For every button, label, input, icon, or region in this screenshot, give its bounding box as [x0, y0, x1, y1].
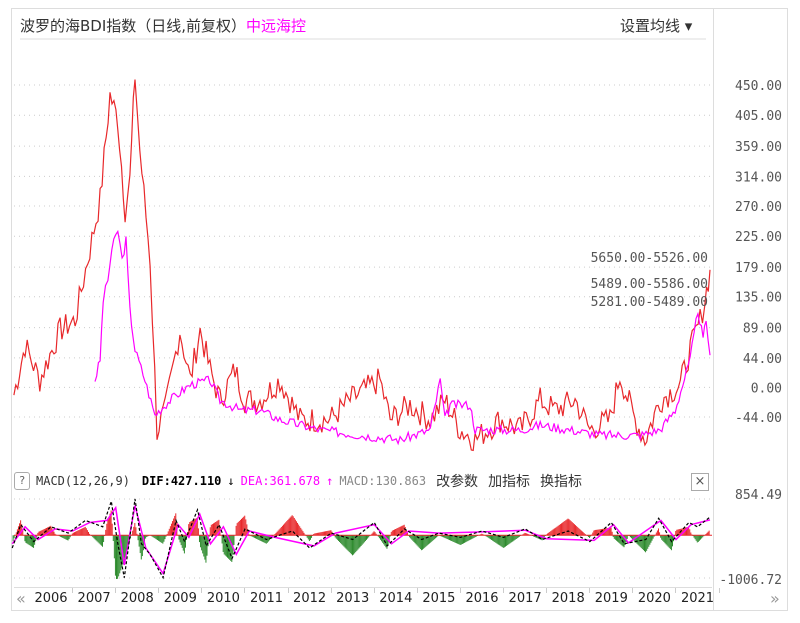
year-tick [158, 588, 160, 593]
year-label: 2020 [637, 591, 671, 606]
y-tick-label: 270.00 [735, 200, 782, 215]
year-tick [589, 588, 591, 593]
macd-y-tick-label: 854.49 [735, 488, 782, 503]
year-tick [416, 588, 418, 593]
stock-name[interactable]: 中远海控 [246, 17, 307, 35]
y-tick-label: 179.00 [735, 261, 782, 276]
year-label: 2011 [249, 591, 284, 606]
macd-label: MACD(12,26,9) [36, 474, 130, 488]
change-params-button[interactable]: 改参数 [436, 474, 479, 490]
year-label: 2021 [680, 591, 715, 606]
year-tick [675, 588, 677, 593]
stock-line [94, 229, 711, 446]
y-tick-label: 359.00 [735, 140, 782, 155]
title-separator [20, 38, 706, 40]
year-label: 2009 [163, 591, 197, 606]
bdi-line [13, 79, 711, 452]
dif-value: DIF:427.110 [141, 474, 222, 488]
macd-toolbar: ? MACD(12,26,9) DIF:427.110 ↓ DEA:361.67… [14, 470, 582, 492]
y-tick-label: 450.00 [735, 79, 782, 94]
axis-divider [713, 8, 714, 611]
year-tick [718, 588, 720, 593]
set-ma-dropdown[interactable]: 设置均线 ▾ [620, 17, 693, 35]
y-tick-label: 314.00 [735, 170, 782, 185]
chart-frame [11, 8, 788, 611]
macd-value: MACD:130.863 [339, 474, 427, 488]
chart-title: 波罗的海BDI指数（日线,前复权）中远海控 [20, 15, 306, 36]
scroll-right-button[interactable]: » [770, 589, 780, 608]
year-tick [373, 588, 375, 593]
dea-arrow-icon: ↑ [326, 474, 334, 488]
macd-y-tick-label: -1006.72 [719, 573, 782, 588]
y-tick-label: 89.00 [743, 322, 782, 337]
year-tick [115, 588, 117, 593]
year-label: 2017 [508, 591, 542, 606]
close-indicator-button[interactable]: × [691, 473, 709, 491]
add-indicator-button[interactable]: 加指标 [488, 474, 531, 490]
y-tick-label: 225.00 [735, 230, 782, 245]
year-label: 2006 [34, 591, 68, 606]
year-label: 2015 [422, 591, 456, 606]
switch-indicator-button[interactable]: 换指标 [540, 474, 583, 490]
scroll-left-button[interactable]: « [16, 589, 26, 608]
help-button[interactable]: ? [14, 472, 30, 490]
y-tick-label: 0.00 [751, 381, 782, 396]
y-tick-label: -44.00 [735, 411, 782, 426]
year-tick [503, 588, 504, 593]
dif-line [11, 498, 711, 580]
range-annotation: 5650.00-5526.00 [591, 251, 708, 266]
y-tick-label: 135.00 [735, 291, 782, 306]
year-label: 2016 [465, 591, 499, 606]
year-label: 2019 [594, 591, 628, 606]
year-tick [72, 588, 73, 593]
year-label: 2012 [293, 591, 327, 606]
time-axis: 2006 2007 2008 2009 2010 2011 2012 2013 2014 2015… [14, 587, 720, 610]
year-tick [330, 588, 332, 593]
year-tick [546, 588, 548, 593]
year-label: 2010 [206, 591, 240, 606]
dea-line [11, 505, 711, 576]
year-label: 2007 [77, 591, 111, 606]
y-tick-label: 405.00 [735, 109, 782, 124]
dea-value: DEA:361.678 [240, 474, 321, 488]
index-name: 波罗的海BDI指数（日线,前复权） [20, 17, 247, 35]
dif-arrow-icon: ↓ [227, 474, 235, 488]
year-label: 2008 [120, 591, 154, 606]
year-tick [632, 588, 634, 593]
year-tick [201, 588, 203, 593]
year-label: 2018 [551, 591, 585, 606]
year-label: 2014 [379, 591, 413, 606]
y-tick-label: 44.00 [743, 352, 782, 367]
year-tick [244, 588, 246, 593]
year-tick [287, 588, 289, 593]
range-annotation: 5281.00-5489.00 [591, 295, 708, 310]
year-label: 2013 [336, 591, 370, 606]
range-annotation: 5489.00-5586.00 [591, 277, 708, 292]
year-tick [459, 588, 461, 593]
